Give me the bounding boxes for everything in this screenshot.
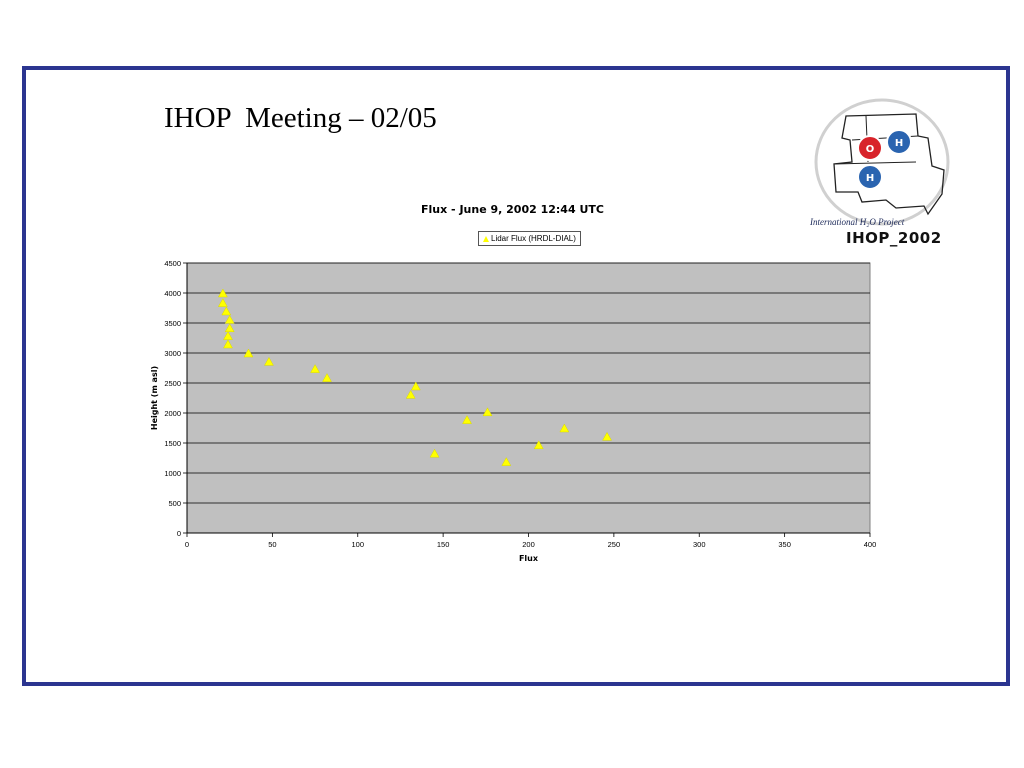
logo-atom-h1 bbox=[887, 130, 911, 154]
tick-label-y: 1000 bbox=[164, 469, 181, 478]
data-point bbox=[224, 323, 235, 333]
tick-label-x: 100 bbox=[351, 540, 364, 549]
logo-atom-o-label: O bbox=[866, 144, 875, 155]
data-point bbox=[410, 381, 421, 391]
data-point bbox=[310, 364, 320, 373]
data-point bbox=[533, 440, 544, 450]
tick-label-x: 350 bbox=[778, 540, 791, 549]
y-axis-label: Height (m asl) bbox=[150, 366, 159, 430]
tick-label-y: 3000 bbox=[164, 349, 181, 358]
logo-atom-o bbox=[858, 136, 882, 160]
ihop-logo: O H H bbox=[814, 98, 950, 226]
tick-label-y: 4500 bbox=[164, 259, 181, 268]
slide-title: IHOP Meeting – 02/05 bbox=[164, 102, 437, 134]
chart-title: Flux - June 9, 2002 12:44 UTC bbox=[421, 203, 604, 216]
chart-legend: Lidar Flux (HRDL-DIAL) bbox=[478, 231, 581, 246]
data-point bbox=[217, 298, 228, 307]
tick-label-y: 3500 bbox=[164, 319, 181, 328]
data-point bbox=[322, 373, 332, 382]
data-point bbox=[221, 306, 232, 316]
logo-atom-h1-label: H bbox=[895, 138, 903, 149]
tick-label-x: 200 bbox=[522, 540, 535, 549]
data-point bbox=[602, 431, 612, 441]
tick-label-x: 250 bbox=[608, 540, 621, 549]
logo-wordmark: IHOP_2002 bbox=[846, 229, 942, 247]
tick-label-y: 2000 bbox=[164, 409, 181, 418]
logo-map-outline bbox=[833, 113, 945, 216]
legend-label: Lidar Flux (HRDL-DIAL) bbox=[491, 234, 576, 243]
data-point bbox=[462, 415, 472, 424]
tick-label-y: 0 bbox=[177, 529, 181, 538]
tick-label-x: 150 bbox=[437, 540, 450, 549]
data-point bbox=[501, 457, 512, 466]
data-point bbox=[482, 407, 493, 417]
plot-area bbox=[186, 262, 871, 534]
tick-label-x: 50 bbox=[268, 540, 276, 549]
data-point bbox=[217, 288, 228, 298]
data-point bbox=[559, 423, 570, 433]
legend-triangle-icon bbox=[483, 235, 489, 242]
logo-atom-h2 bbox=[858, 165, 882, 189]
x-axis-label: Flux bbox=[519, 554, 539, 563]
tick-label-y: 500 bbox=[168, 499, 181, 508]
tick-label-x: 300 bbox=[693, 540, 706, 549]
data-point bbox=[264, 356, 274, 366]
logo-atom-h2-label: H bbox=[866, 173, 874, 184]
data-point bbox=[223, 339, 233, 349]
logo-ring bbox=[814, 98, 950, 226]
tick-label-x: 400 bbox=[864, 540, 877, 549]
tick-label-x: 0 bbox=[185, 540, 189, 549]
tick-label-y: 2500 bbox=[164, 379, 181, 388]
data-point bbox=[243, 348, 254, 358]
tick-label-y: 1500 bbox=[164, 439, 181, 448]
data-point bbox=[405, 389, 416, 399]
data-point bbox=[429, 448, 440, 458]
tick-label-y: 4000 bbox=[164, 289, 181, 298]
logo-caption: International H₂O Project bbox=[810, 217, 905, 227]
